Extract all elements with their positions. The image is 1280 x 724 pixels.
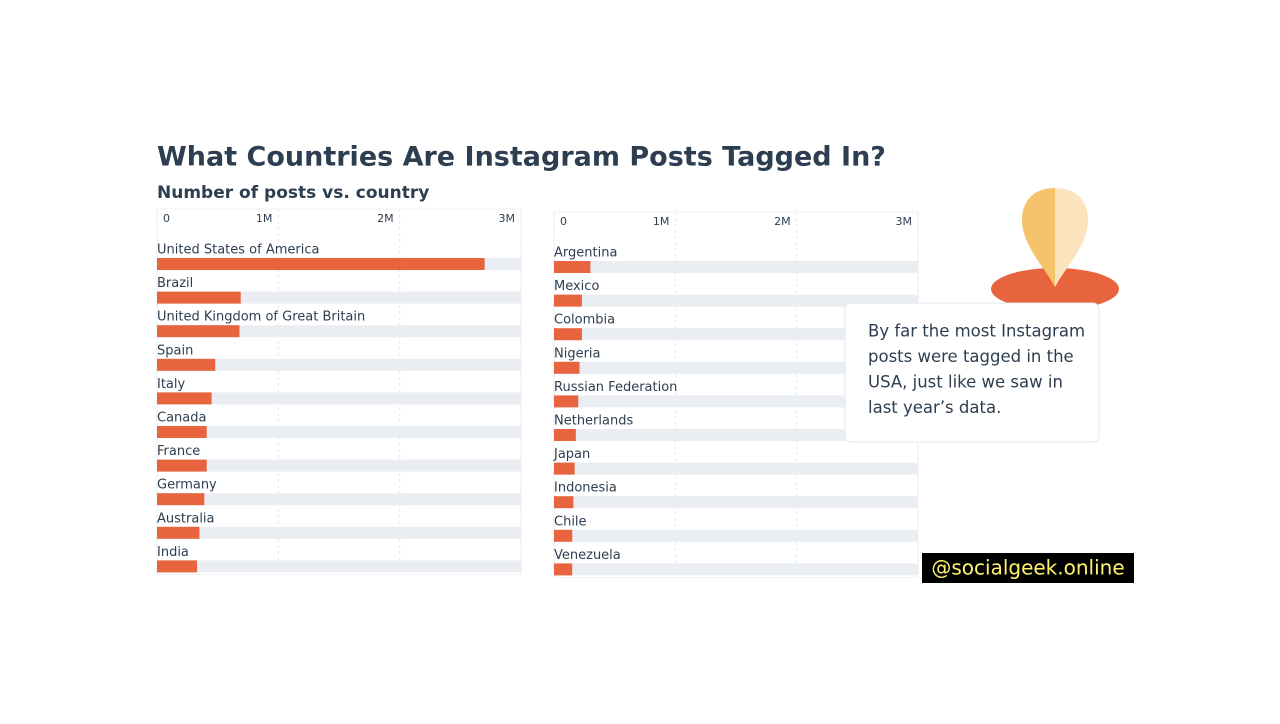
- category-label: Italy: [157, 377, 186, 392]
- bar-track: [554, 395, 918, 408]
- callout-text: last year’s data.: [868, 398, 1001, 417]
- watermark-box: [922, 553, 1134, 583]
- category-label: United Kingdom of Great Britain: [157, 310, 365, 325]
- category-label: Venezuela: [554, 548, 621, 563]
- x-tick-label: 1M: [256, 212, 273, 225]
- bar-track: [157, 358, 521, 371]
- bar-track: [554, 361, 918, 374]
- bar-track: [554, 429, 918, 441]
- pin-illustration: [991, 188, 1119, 310]
- bar: [554, 395, 579, 408]
- x-tick-label: 0: [163, 212, 170, 225]
- bar-track: [554, 328, 918, 341]
- x-tick-label: 2M: [774, 215, 791, 228]
- category-label: Argentina: [554, 246, 617, 261]
- bar: [554, 529, 573, 542]
- bar: [554, 261, 591, 273]
- bar-track: [157, 291, 521, 304]
- bar-track: [157, 560, 521, 573]
- category-label: Nigeria: [554, 346, 601, 361]
- bar: [157, 526, 200, 539]
- category-label: India: [157, 545, 189, 560]
- category-label: Chile: [554, 514, 587, 529]
- bar-track: [554, 563, 918, 576]
- bar: [554, 496, 574, 509]
- category-label: France: [157, 444, 200, 459]
- callout-box: [844, 302, 1100, 443]
- chart-title: What Countries Are Instagram Posts Tagge…: [157, 142, 886, 173]
- chart-subtitle: Number of posts vs. country: [157, 183, 429, 203]
- bar-track: [554, 294, 918, 307]
- bar-track: [157, 325, 521, 338]
- bar-track: [157, 526, 521, 539]
- category-label: Indonesia: [554, 481, 617, 496]
- x-tick-label: 0: [560, 215, 567, 228]
- bar: [554, 563, 573, 576]
- bar: [157, 325, 240, 338]
- bar-track: [157, 392, 521, 405]
- callout-text: posts were tagged in the: [868, 347, 1074, 366]
- bar: [554, 328, 582, 341]
- category-label: Brazil: [157, 276, 193, 291]
- bar: [157, 560, 198, 573]
- category-label: Spain: [157, 343, 193, 358]
- bar: [554, 294, 582, 307]
- watermark: @socialgeek.online: [931, 556, 1124, 580]
- category-label: Mexico: [554, 279, 599, 294]
- category-label: Germany: [157, 478, 217, 493]
- x-tick-label: 2M: [377, 212, 394, 225]
- x-tick-label: 3M: [499, 212, 516, 225]
- callout-text: USA, just like we saw in: [868, 373, 1063, 392]
- bar: [157, 493, 205, 506]
- category-label: Colombia: [554, 313, 615, 328]
- bar-track: [554, 462, 918, 475]
- x-tick-label: 3M: [896, 215, 913, 228]
- bar-track: [554, 261, 918, 273]
- bar: [157, 258, 485, 270]
- category-label: Japan: [553, 447, 590, 462]
- bar-track: [157, 459, 521, 472]
- bar-track: [157, 426, 521, 438]
- category-label: Russian Federation: [554, 380, 677, 395]
- category-label: Australia: [157, 511, 215, 526]
- callout-text: By far the most Instagram: [868, 322, 1085, 341]
- bar-track: [157, 493, 521, 506]
- bar: [157, 392, 212, 405]
- x-tick-label: 1M: [653, 215, 670, 228]
- bar-track: [554, 529, 918, 542]
- category-label: Netherlands: [554, 414, 633, 429]
- bar: [157, 459, 207, 472]
- category-label: United States of America: [157, 243, 319, 258]
- bar: [157, 426, 207, 438]
- bar: [554, 429, 576, 441]
- bar: [554, 361, 580, 374]
- bar-track: [554, 496, 918, 509]
- category-label: Canada: [157, 411, 206, 426]
- bar: [157, 291, 241, 304]
- bar: [554, 462, 575, 475]
- bar: [157, 358, 216, 371]
